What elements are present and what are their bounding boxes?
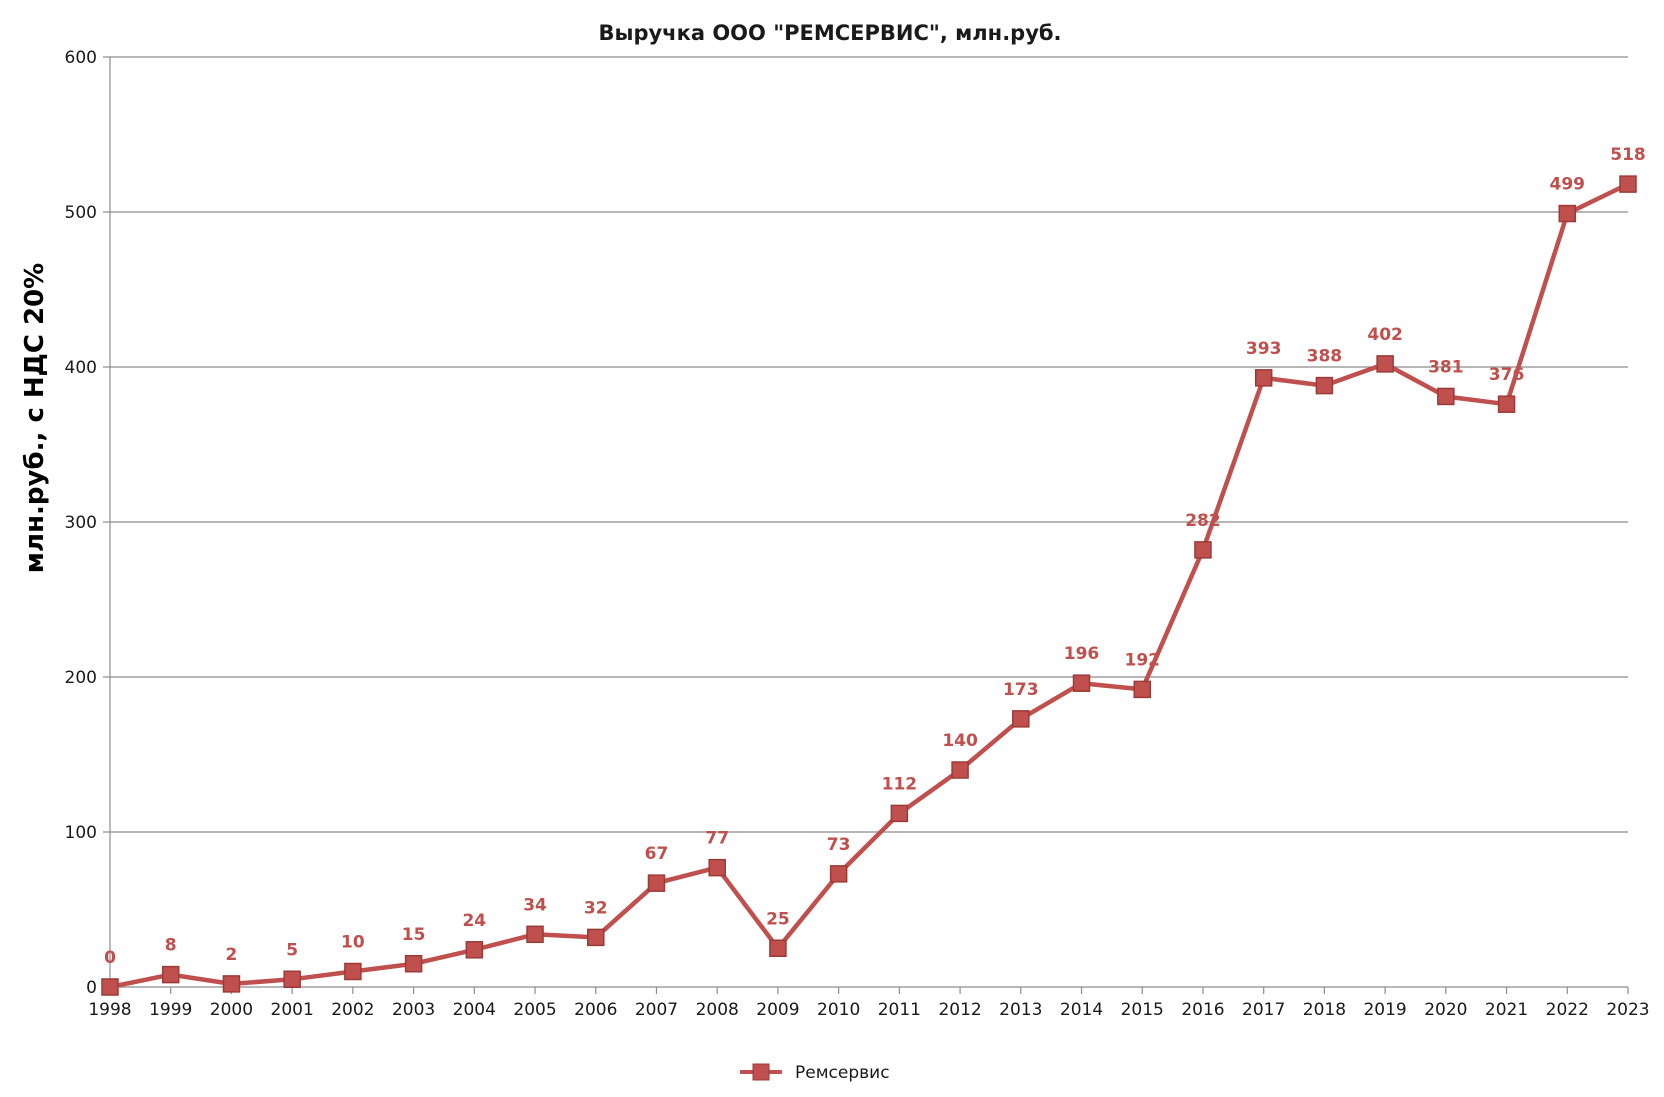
data-point [1133,680,1151,699]
chart-title: Выручка ООО "РЕМСЕРВИС", млн.руб. [598,21,1061,45]
data-point [1012,710,1030,728]
y-tick-label: 400 [65,358,97,378]
y-tick-labels: 0 100 200 300 400 500 600 [65,48,97,998]
x-tick-label: 2007 [635,1000,678,1020]
data-point [222,975,241,993]
data-point [708,858,726,877]
data-point [890,804,909,823]
y-tick-label: 200 [65,668,97,688]
data-point [1558,204,1577,223]
x-tick-label: 2022 [1546,1000,1589,1020]
y-tick-label: 500 [65,203,97,223]
series-remservis [101,175,1637,996]
data-point [1315,376,1334,395]
x-tick-label: 2023 [1606,1000,1649,1020]
x-tick-label: 2001 [271,1000,314,1020]
data-label: 518 [1610,145,1646,165]
data-label: 140 [942,731,978,751]
y-tick-label: 100 [65,823,97,843]
data-label: 173 [1003,680,1039,700]
data-point [1497,395,1516,413]
x-tick-label: 2012 [938,1000,981,1020]
data-label: 112 [882,774,918,794]
x-tick-label: 2014 [1060,1000,1103,1020]
data-label: 0 [104,948,116,968]
data-point [769,939,787,957]
series-line [109,182,1629,990]
x-tick-label: 2011 [878,1000,921,1020]
data-label: 67 [645,844,669,864]
data-label: 282 [1185,511,1221,531]
data-point [1254,369,1273,387]
data-point [465,941,484,959]
data-point [587,928,605,947]
x-tick-label: 2010 [817,1000,860,1020]
x-tick-label: 2016 [1181,1000,1224,1020]
x-tick-label: 2008 [696,1000,739,1020]
data-label: 402 [1367,325,1403,345]
data-point [829,865,848,883]
data-label: 73 [827,835,851,855]
data-label: 376 [1489,365,1525,385]
x-tick-label: 2021 [1485,1000,1528,1020]
data-label: 192 [1124,650,1160,670]
data-label: 5 [286,940,298,960]
data-label: 381 [1428,357,1464,377]
data-label: 499 [1550,175,1586,195]
data-point [526,925,544,944]
y-tick-label: 300 [65,513,97,533]
data-point [404,955,423,973]
x-tick-label: 2019 [1363,1000,1406,1020]
x-tick-label: 2013 [999,1000,1042,1020]
x-tick-labels: 1998 1999 2000 2001 2002 2003 2004 2005 2006 2007… [88,1000,1649,1020]
x-tick-label: 2006 [574,1000,617,1020]
data-point [1437,387,1455,406]
data-label: 15 [402,925,426,945]
axes [109,57,1629,994]
x-tick-label: 2003 [392,1000,435,1020]
data-label: 77 [705,829,729,849]
x-tick-label: 1998 [88,1000,131,1020]
y-axis-label: млн.руб., с НДС 20% [20,263,50,573]
legend: Ремсервис [740,1063,890,1083]
data-label: 388 [1307,347,1343,367]
data-point [1619,175,1637,193]
data-point [1072,674,1091,692]
gridlines [103,56,1628,988]
data-label: 32 [584,898,608,918]
data-label: 196 [1064,644,1100,664]
data-point [1194,541,1212,559]
x-tick-label: 2004 [453,1000,496,1020]
data-label: 25 [766,909,790,929]
data-point [1376,355,1394,373]
data-label: 8 [165,936,177,956]
y-tick-label: 600 [65,48,97,68]
data-point [161,965,180,984]
data-point [101,978,119,996]
data-label: 393 [1246,339,1282,359]
data-label: 24 [462,911,486,931]
x-tick-label: 2015 [1121,1000,1164,1020]
x-tick-label: 2017 [1242,1000,1285,1020]
data-label: 2 [226,945,238,965]
data-point [647,874,666,892]
x-tick-label: 2018 [1303,1000,1346,1020]
y-tick-label: 0 [86,978,97,998]
data-point [344,962,362,981]
data-point [283,970,301,988]
x-tick-label: 2020 [1424,1000,1467,1020]
data-point [951,761,969,779]
x-tick-label: 2000 [210,1000,253,1020]
data-label: 34 [523,895,547,915]
x-tick-label: 2005 [513,1000,556,1020]
x-tick-label: 2009 [756,1000,799,1020]
data-label: 10 [341,933,365,953]
x-tick-label: 1999 [149,1000,192,1020]
x-tick-label: 2002 [331,1000,374,1020]
legend-label: Ремсервис [795,1063,890,1083]
legend-marker [752,1063,770,1081]
